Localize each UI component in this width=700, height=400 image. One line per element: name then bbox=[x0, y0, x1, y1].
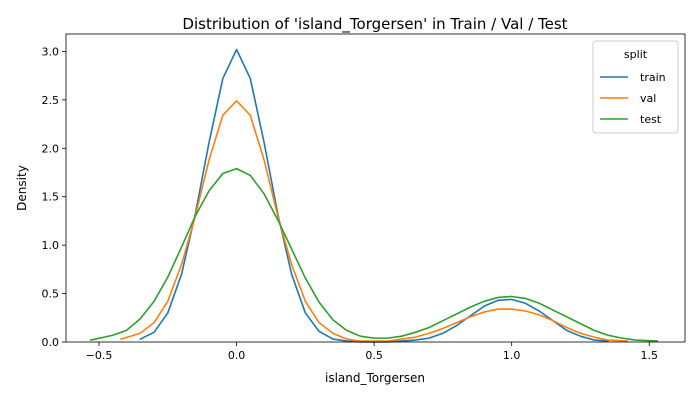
y-tick-label: 0.0 bbox=[42, 336, 60, 349]
legend-label-train: train bbox=[640, 71, 666, 84]
series-line-test bbox=[89, 167, 659, 342]
y-tick-label: 1.0 bbox=[42, 239, 60, 252]
y-tick-label: 2.5 bbox=[42, 94, 60, 107]
y-tick-label: 2.0 bbox=[42, 142, 60, 155]
legend-items: train val test bbox=[600, 71, 666, 126]
y-axis-ticks: 0.0 0.5 1.0 1.5 2.0 2.5 3.0 bbox=[42, 45, 66, 349]
plot-frame bbox=[65, 33, 686, 343]
y-tick-label: 1.5 bbox=[42, 191, 60, 204]
x-tick-label: 0.5 bbox=[365, 349, 383, 362]
x-axis-label: island_Torgersen bbox=[325, 371, 425, 385]
x-tick-label: 1.5 bbox=[640, 349, 658, 362]
x-tick-label: −0.5 bbox=[86, 349, 113, 362]
x-axis-ticks: −0.5 0.0 0.5 1.0 1.5 bbox=[86, 342, 658, 362]
legend-label-val: val bbox=[640, 92, 656, 105]
legend-box bbox=[592, 40, 679, 134]
y-tick-label: 3.0 bbox=[42, 45, 60, 58]
legend-label-test: test bbox=[640, 113, 662, 126]
y-tick-label: 0.5 bbox=[42, 288, 60, 301]
x-tick-label: 0.0 bbox=[228, 349, 246, 362]
chart-title: Distribution of 'island_Torgersen' in Tr… bbox=[182, 15, 567, 34]
legend-title: split bbox=[624, 48, 648, 61]
x-tick-label: 1.0 bbox=[503, 349, 521, 362]
legend: split train val test bbox=[592, 40, 679, 134]
series-layer bbox=[89, 48, 659, 343]
series-line-val bbox=[120, 100, 629, 342]
series-line-train bbox=[139, 48, 609, 343]
y-axis-label: Density bbox=[15, 165, 29, 211]
